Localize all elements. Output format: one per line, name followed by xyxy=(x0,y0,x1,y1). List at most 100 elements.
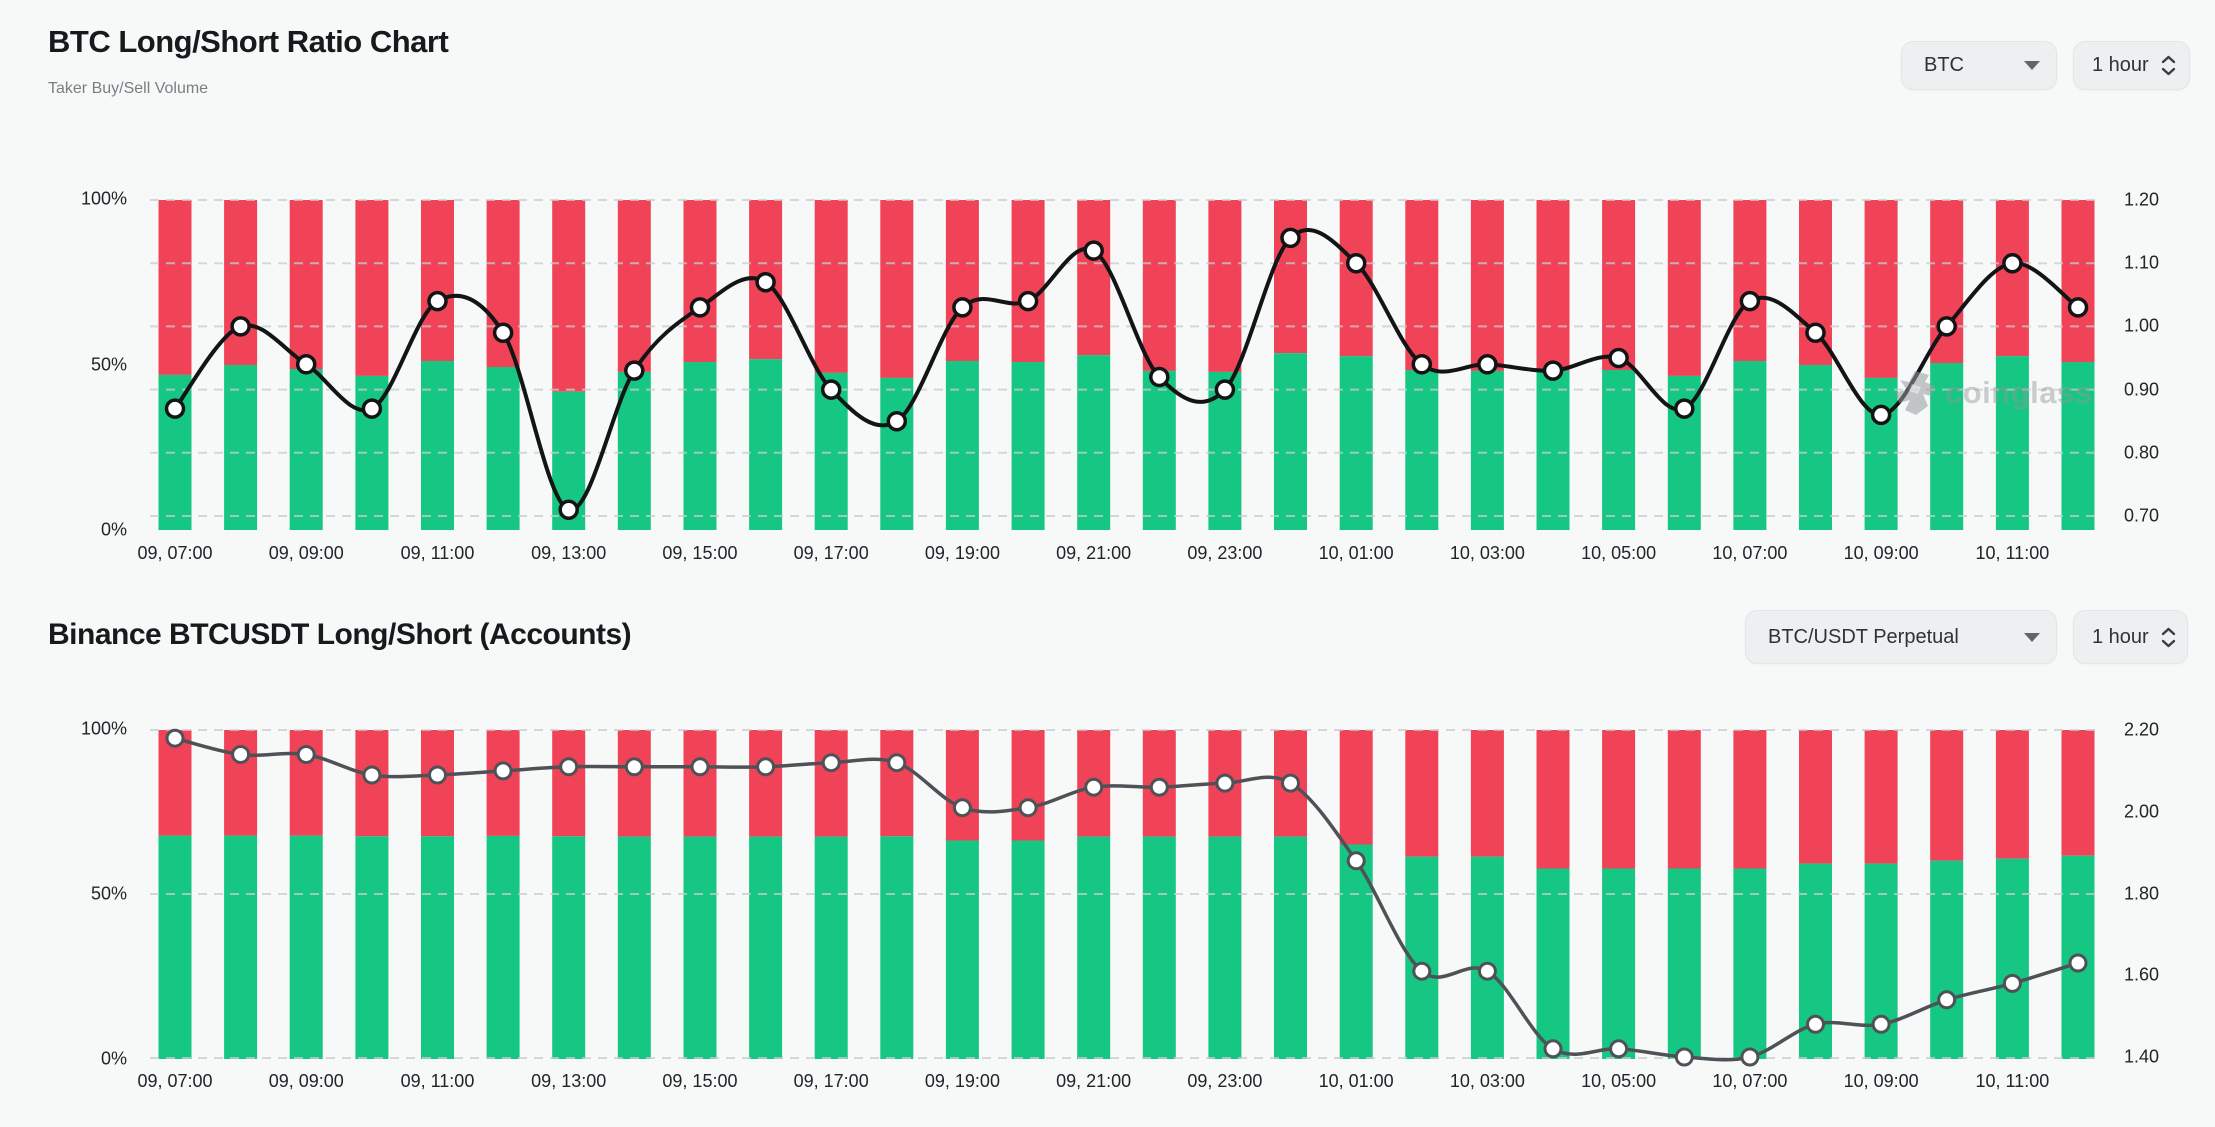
short-bar-segment[interactable] xyxy=(1733,200,1767,361)
ratio-point-marker[interactable] xyxy=(756,757,776,777)
ratio-point-marker[interactable] xyxy=(624,757,644,777)
ratio-point-marker[interactable] xyxy=(1477,354,1498,375)
short-bar-segment[interactable] xyxy=(814,200,848,373)
long-bar-segment[interactable] xyxy=(1339,356,1373,530)
long-bar-segment[interactable] xyxy=(1142,370,1176,530)
short-bar-segment[interactable] xyxy=(1667,730,1701,869)
ratio-point-marker[interactable] xyxy=(1346,851,1366,871)
short-bar-segment[interactable] xyxy=(1995,730,2029,859)
short-bar-segment[interactable] xyxy=(1470,200,1504,371)
short-bar-segment[interactable] xyxy=(814,730,848,837)
long-bar-segment[interactable] xyxy=(486,367,520,530)
long-bar-segment[interactable] xyxy=(289,369,323,530)
long-bar-segment[interactable] xyxy=(158,835,192,1059)
long-bar-segment[interactable] xyxy=(945,840,979,1060)
ratio-point-marker[interactable] xyxy=(1017,290,1039,312)
long-bar-segment[interactable] xyxy=(1470,856,1504,1059)
long-bar-segment[interactable] xyxy=(2061,362,2095,530)
ratio-point-marker[interactable] xyxy=(1345,252,1367,274)
short-bar-segment[interactable] xyxy=(880,730,914,837)
ratio-point-marker[interactable] xyxy=(559,757,579,777)
long-bar-segment[interactable] xyxy=(814,836,848,1059)
long-bar-segment[interactable] xyxy=(1733,361,1767,530)
ratio-point-marker[interactable] xyxy=(1936,316,1957,337)
short-bar-segment[interactable] xyxy=(355,200,389,376)
ratio-point-marker[interactable] xyxy=(1608,347,1629,369)
short-bar-segment[interactable] xyxy=(1930,200,1964,363)
ratio-point-marker[interactable] xyxy=(493,761,513,781)
ratio-point-marker[interactable] xyxy=(164,398,186,419)
short-bar-segment[interactable] xyxy=(1864,730,1898,864)
short-bar-segment[interactable] xyxy=(1602,730,1636,869)
ratio-point-marker[interactable] xyxy=(1149,366,1170,388)
short-bar-segment[interactable] xyxy=(1208,200,1242,372)
short-bar-segment[interactable] xyxy=(617,200,651,372)
long-bar-segment[interactable] xyxy=(1208,836,1242,1059)
long-bar-segment[interactable] xyxy=(421,836,454,1059)
ratio-point-marker[interactable] xyxy=(361,398,383,419)
short-bar-segment[interactable] xyxy=(1995,200,2029,357)
ratio-point-marker[interactable] xyxy=(1542,360,1564,381)
long-bar-segment[interactable] xyxy=(1667,868,1701,1060)
ratio-point-marker[interactable] xyxy=(1280,227,1301,249)
long-bar-segment[interactable] xyxy=(617,836,651,1059)
short-bar-segment[interactable] xyxy=(1142,200,1176,371)
short-bar-segment[interactable] xyxy=(1733,730,1767,869)
chart2-symbol-select[interactable]: BTC/USDT Perpetual xyxy=(1745,610,2057,664)
long-bar-segment[interactable] xyxy=(1864,377,1898,530)
ratio-point-marker[interactable] xyxy=(2068,953,2088,973)
long-bar-segment[interactable] xyxy=(1536,868,1570,1060)
ratio-point-marker[interactable] xyxy=(887,753,907,773)
long-bar-segment[interactable] xyxy=(1077,355,1111,530)
ratio-point-marker[interactable] xyxy=(1281,773,1300,793)
long-bar-segment[interactable] xyxy=(1011,840,1045,1060)
short-bar-segment[interactable] xyxy=(224,200,258,365)
ratio-point-marker[interactable] xyxy=(1937,990,1957,1010)
short-bar-segment[interactable] xyxy=(158,200,192,375)
ratio-point-marker[interactable] xyxy=(1215,773,1235,793)
short-bar-segment[interactable] xyxy=(945,200,979,361)
chart2-interval-select[interactable]: 1 hour xyxy=(2073,610,2188,664)
ratio-point-marker[interactable] xyxy=(1412,961,1432,981)
ratio-point-marker[interactable] xyxy=(296,745,316,764)
ratio-point-marker[interactable] xyxy=(1739,290,1761,312)
short-bar-segment[interactable] xyxy=(1536,730,1570,869)
long-bar-segment[interactable] xyxy=(1011,362,1045,530)
ratio-point-marker[interactable] xyxy=(1870,404,1892,426)
long-bar-segment[interactable] xyxy=(880,836,914,1059)
ratio-point-marker[interactable] xyxy=(690,757,710,777)
short-bar-segment[interactable] xyxy=(1667,200,1701,376)
short-bar-segment[interactable] xyxy=(1339,730,1373,845)
ratio-point-marker[interactable] xyxy=(821,753,841,773)
long-bar-segment[interactable] xyxy=(1077,836,1111,1059)
ratio-point-marker[interactable] xyxy=(2067,297,2089,318)
short-bar-segment[interactable] xyxy=(552,730,586,837)
long-bar-segment[interactable] xyxy=(1733,868,1767,1060)
long-bar-segment[interactable] xyxy=(1930,363,1964,530)
chart1-symbol-select[interactable]: BTC xyxy=(1901,41,2057,90)
long-bar-segment[interactable] xyxy=(1536,370,1570,530)
short-bar-segment[interactable] xyxy=(749,730,783,837)
ratio-point-marker[interactable] xyxy=(165,728,185,748)
short-bar-segment[interactable] xyxy=(2061,200,2095,362)
ratio-point-marker[interactable] xyxy=(1740,1047,1760,1067)
ratio-point-marker[interactable] xyxy=(1806,1014,1825,1034)
long-bar-segment[interactable] xyxy=(683,362,717,530)
short-bar-segment[interactable] xyxy=(1470,730,1504,857)
long-bar-segment[interactable] xyxy=(749,359,783,530)
ratio-point-marker[interactable] xyxy=(492,322,514,343)
ratio-point-marker[interactable] xyxy=(1477,961,1497,981)
ratio-point-marker[interactable] xyxy=(755,271,776,293)
ratio-point-marker[interactable] xyxy=(1214,379,1236,400)
ratio-point-marker[interactable] xyxy=(1609,1039,1629,1059)
short-bar-segment[interactable] xyxy=(421,200,454,361)
ratio-point-marker[interactable] xyxy=(886,410,908,432)
short-bar-segment[interactable] xyxy=(1864,200,1898,378)
ratio-point-marker[interactable] xyxy=(428,765,447,785)
short-bar-segment[interactable] xyxy=(1536,200,1570,371)
short-bar-segment[interactable] xyxy=(1405,200,1439,370)
ratio-point-marker[interactable] xyxy=(1084,777,1104,797)
long-bar-segment[interactable] xyxy=(1602,868,1636,1060)
ratio-point-marker[interactable] xyxy=(1083,240,1104,261)
ratio-point-marker[interactable] xyxy=(624,360,645,381)
